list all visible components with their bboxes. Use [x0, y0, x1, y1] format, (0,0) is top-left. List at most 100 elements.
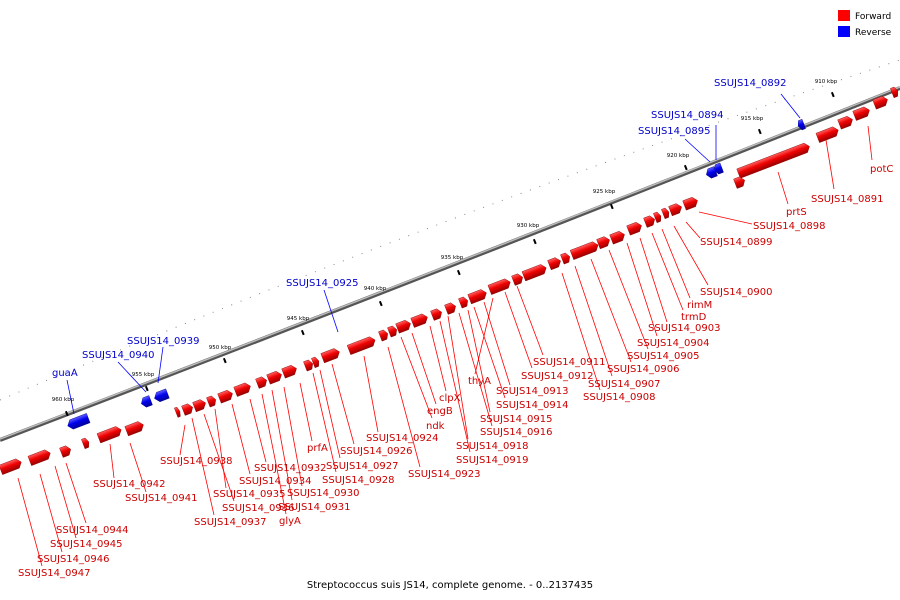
gene-label[interactable]: SSUJS14_0891: [811, 194, 884, 205]
gene-label[interactable]: SSUJS14_0947: [18, 568, 91, 579]
forward-gene-arrow[interactable]: [596, 235, 612, 250]
gene-label[interactable]: SSUJS14_0903: [648, 323, 721, 334]
forward-gene-arrow[interactable]: [668, 202, 684, 217]
forward-gene-arrow[interactable]: [217, 389, 235, 404]
reverse-gene-arrow[interactable]: [140, 395, 153, 409]
gene-label[interactable]: SSUJS14_0938: [160, 456, 233, 467]
forward-gene-arrow[interactable]: [569, 240, 600, 260]
forward-gene-arrow[interactable]: [59, 445, 73, 458]
forward-gene-arrow[interactable]: [81, 437, 90, 450]
gene-label[interactable]: SSUJS14_0904: [637, 338, 710, 349]
forward-gene-arrow[interactable]: [303, 359, 314, 372]
reverse-gene-arrow[interactable]: [66, 413, 91, 430]
gene-label[interactable]: guaA: [52, 368, 78, 379]
gene-label[interactable]: SSUJS14_0927: [326, 461, 399, 472]
gene-label[interactable]: SSUJS14_0919: [456, 455, 529, 466]
gene-label[interactable]: SSUJS14_0895: [638, 126, 711, 137]
forward-gene-arrow[interactable]: [320, 347, 341, 364]
reverse-gene-arrow[interactable]: [705, 166, 718, 180]
forward-gene-arrow[interactable]: [661, 207, 670, 220]
gene-label[interactable]: SSUJS14_0930: [287, 488, 360, 499]
forward-gene-arrow[interactable]: [458, 296, 469, 309]
gene-label[interactable]: SSUJS14_0923: [408, 469, 481, 480]
forward-gene-arrow[interactable]: [467, 288, 488, 305]
reverse-gene-arrow[interactable]: [796, 118, 806, 131]
gene-label[interactable]: SSUJS14_0913: [496, 386, 569, 397]
forward-gene-arrow[interactable]: [609, 230, 627, 245]
gene-label[interactable]: prfA: [307, 443, 328, 454]
gene-label[interactable]: SSUJS14_0918: [456, 441, 529, 452]
gene-label[interactable]: SSUJS14_0941: [125, 493, 198, 504]
gene-label[interactable]: SSUJS14_0916: [480, 427, 553, 438]
forward-gene-arrow[interactable]: [890, 86, 899, 99]
gene-label[interactable]: SSUJS14_0944: [56, 525, 129, 536]
reverse-gene-arrow[interactable]: [153, 388, 170, 403]
gene-label[interactable]: potC: [870, 164, 893, 175]
forward-gene-arrow[interactable]: [181, 403, 195, 416]
forward-gene-arrow[interactable]: [626, 221, 644, 236]
forward-gene-arrow[interactable]: [444, 302, 458, 315]
gene-label[interactable]: SSUJS14_0912: [521, 371, 594, 382]
forward-gene-arrow[interactable]: [547, 256, 563, 271]
gene-label[interactable]: SSUJS14_0937: [194, 517, 267, 528]
gene-label[interactable]: glyA: [279, 516, 301, 527]
forward-gene-arrow[interactable]: [174, 406, 181, 418]
forward-gene-arrow[interactable]: [653, 211, 662, 224]
forward-gene-arrow[interactable]: [281, 364, 299, 379]
forward-gene-arrow[interactable]: [643, 215, 657, 228]
gene-label[interactable]: SSUJS14_0898: [753, 221, 826, 232]
gene-label[interactable]: SSUJS14_0908: [583, 392, 656, 403]
forward-gene-arrow[interactable]: [96, 425, 123, 444]
gene-label[interactable]: engB: [427, 406, 453, 417]
gene-label[interactable]: SSUJS14_0925: [286, 278, 359, 289]
gene-label[interactable]: thyA: [468, 376, 491, 387]
forward-gene-arrow[interactable]: [387, 325, 398, 338]
gene-label[interactable]: SSUJS14_0894: [651, 110, 724, 121]
gene-label[interactable]: SSUJS14_0911: [533, 357, 606, 368]
forward-gene-arrow[interactable]: [511, 273, 525, 286]
gene-label[interactable]: SSUJS14_0946: [37, 554, 110, 565]
forward-gene-arrow[interactable]: [521, 263, 548, 282]
forward-gene-arrow[interactable]: [837, 115, 855, 130]
forward-gene-arrow[interactable]: [0, 457, 23, 475]
gene-label[interactable]: SSUJS14_0940: [82, 350, 155, 361]
gene-label[interactable]: SSUJS14_0935: [213, 489, 286, 500]
forward-gene-arrow[interactable]: [266, 370, 284, 385]
gene-label[interactable]: SSUJS14_0914: [496, 400, 569, 411]
forward-gene-arrow[interactable]: [733, 176, 747, 189]
forward-gene-arrow[interactable]: [410, 312, 430, 328]
forward-gene-arrow[interactable]: [233, 381, 253, 397]
gene-label[interactable]: SSUJS14_0934: [239, 476, 312, 487]
forward-gene-arrow[interactable]: [872, 95, 890, 110]
gene-label[interactable]: SSUJS14_0900: [700, 287, 773, 298]
forward-gene-arrow[interactable]: [430, 308, 444, 321]
gene-label[interactable]: rimM: [687, 300, 712, 311]
gene-label[interactable]: SSUJS14_0932: [254, 463, 327, 474]
gene-label[interactable]: SSUJS14_0926: [340, 446, 413, 457]
gene-label[interactable]: prtS: [786, 207, 807, 218]
gene-label[interactable]: SSUJS14_0931: [278, 502, 351, 513]
forward-gene-arrow[interactable]: [192, 398, 208, 413]
gene-label[interactable]: clpX: [439, 393, 461, 404]
gene-label[interactable]: SSUJS14_0907: [588, 379, 661, 390]
gene-label[interactable]: SSUJS14_0928: [322, 475, 395, 486]
gene-label[interactable]: SSUJS14_0892: [714, 78, 787, 89]
gene-label[interactable]: SSUJS14_0936: [222, 503, 295, 514]
reverse-gene-arrow[interactable]: [712, 162, 724, 175]
gene-label[interactable]: SSUJS14_0905: [627, 351, 700, 362]
gene-label[interactable]: SSUJS14_0906: [607, 364, 680, 375]
forward-gene-arrow[interactable]: [378, 329, 389, 342]
forward-gene-arrow[interactable]: [124, 420, 145, 437]
forward-gene-arrow[interactable]: [255, 376, 269, 389]
gene-label[interactable]: SSUJS14_0899: [700, 237, 773, 248]
forward-gene-arrow[interactable]: [487, 277, 512, 295]
gene-label[interactable]: SSUJS14_0924: [366, 433, 439, 444]
forward-gene-arrow[interactable]: [395, 319, 413, 334]
forward-gene-arrow[interactable]: [815, 125, 840, 143]
gene-label[interactable]: trmD: [681, 312, 707, 323]
forward-gene-arrow[interactable]: [206, 395, 217, 408]
gene-label[interactable]: SSUJS14_0939: [127, 336, 200, 347]
gene-label[interactable]: ndk: [426, 421, 445, 432]
forward-gene-arrow[interactable]: [346, 335, 377, 355]
gene-label[interactable]: SSUJS14_0942: [93, 479, 166, 490]
